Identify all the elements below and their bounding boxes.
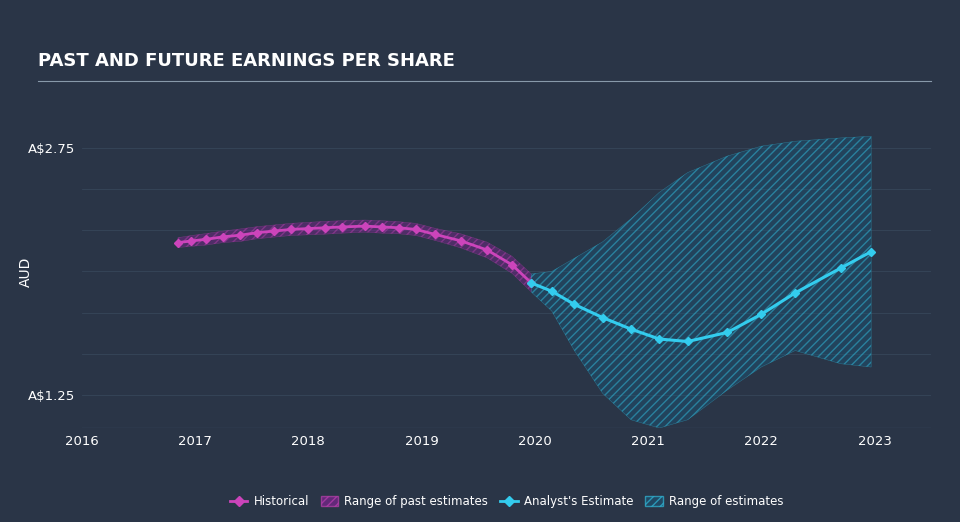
Text: AUD: AUD — [19, 256, 34, 287]
Text: PAST AND FUTURE EARNINGS PER SHARE: PAST AND FUTURE EARNINGS PER SHARE — [38, 52, 455, 70]
Legend: Historical, Range of past estimates, Analyst's Estimate, Range of estimates: Historical, Range of past estimates, Ana… — [225, 490, 788, 513]
